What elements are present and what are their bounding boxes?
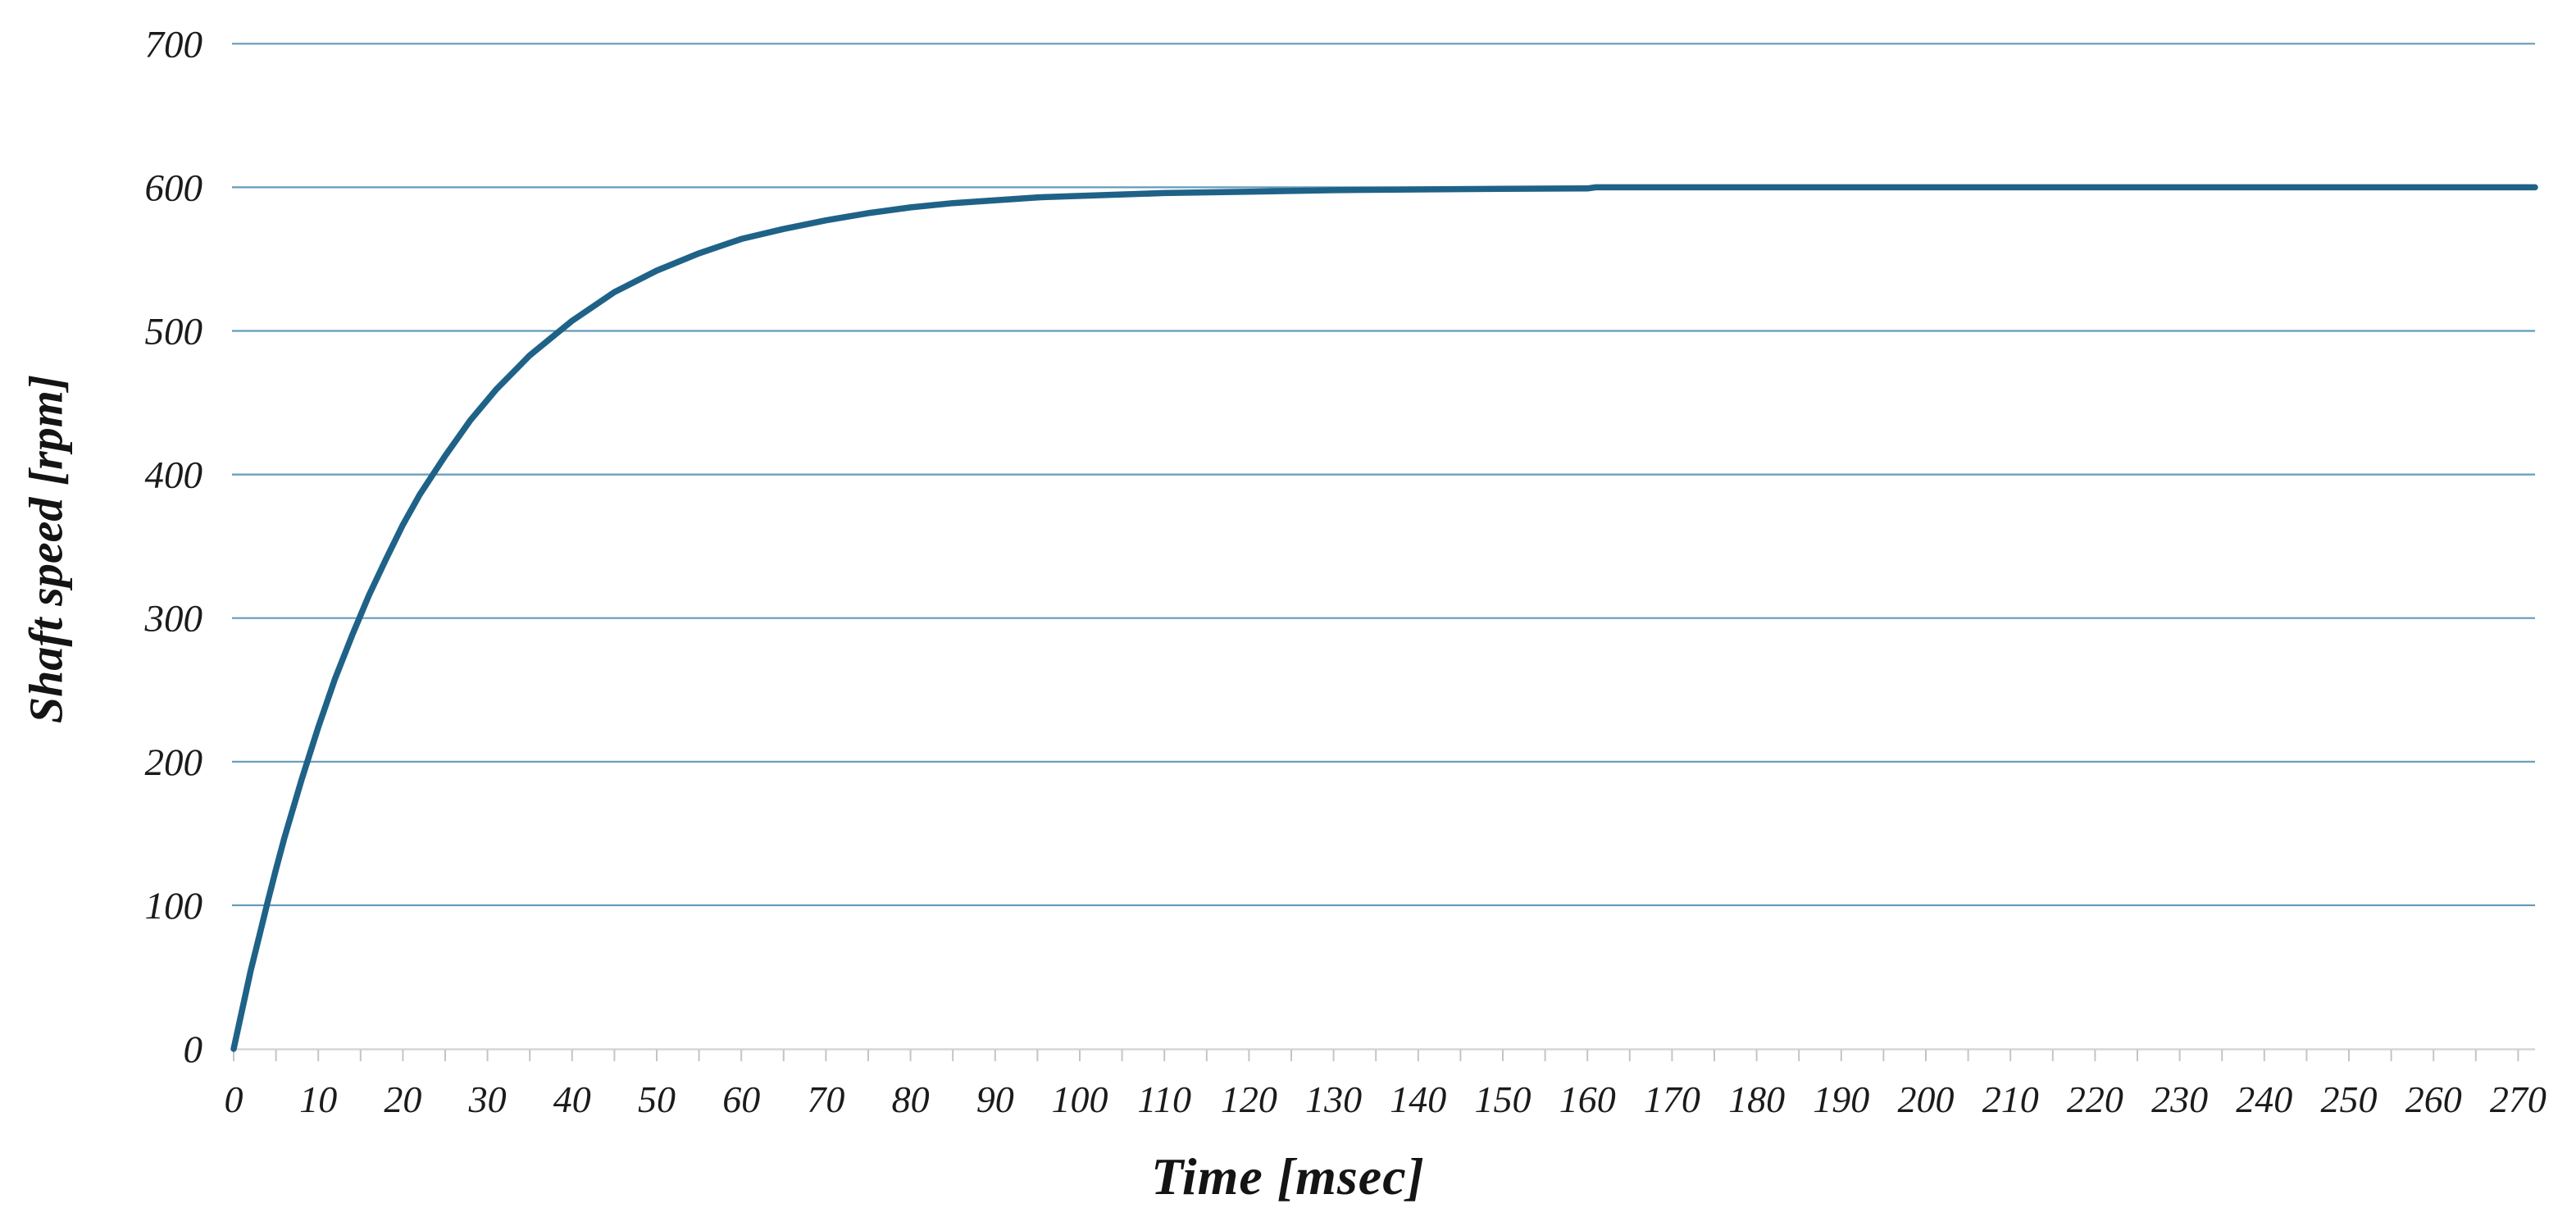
x-tick-label: 190 <box>1813 1078 1869 1120</box>
y-tick-label: 500 <box>145 311 203 353</box>
x-axis-title: Time [msec] <box>1151 1147 1425 1206</box>
x-tick-labels-group: 0 10 20 30 40 50 60 70 80 90 100 110 120 130 140 150 160… <box>225 1078 2546 1120</box>
x-tick-label: 140 <box>1390 1078 1446 1120</box>
y-tick-label: 600 <box>145 166 203 209</box>
x-tick-label: 270 <box>2490 1078 2546 1120</box>
x-tick-label: 250 <box>2321 1078 2378 1120</box>
x-tick-label: 130 <box>1305 1078 1362 1120</box>
y-axis-title: Shaft speed [rpm] <box>19 374 73 724</box>
x-tick-label: 230 <box>2151 1078 2208 1120</box>
x-tick-label: 260 <box>2405 1078 2462 1120</box>
x-tick-label: 80 <box>892 1078 930 1120</box>
x-tick-label: 120 <box>1221 1078 1277 1120</box>
x-tick-label: 0 <box>225 1078 243 1120</box>
x-tick-label: 30 <box>468 1078 507 1120</box>
x-tick-label: 100 <box>1052 1078 1108 1120</box>
x-tick-label: 40 <box>553 1078 591 1120</box>
x-tick-label: 240 <box>2236 1078 2292 1120</box>
y-tick-label: 100 <box>145 885 203 928</box>
x-tick-label: 60 <box>722 1078 760 1120</box>
y-tick-label: 0 <box>184 1028 203 1071</box>
x-tick-label: 160 <box>1559 1078 1616 1120</box>
x-tick-label: 170 <box>1644 1078 1700 1120</box>
y-tick-label: 700 <box>145 23 203 66</box>
y-tick-labels-group: 0 100 200 300 400 500 600 700 <box>144 23 203 1071</box>
x-tick-label: 180 <box>1728 1078 1785 1120</box>
series-group <box>230 184 2538 1052</box>
x-tick-label: 20 <box>384 1078 421 1120</box>
x-tick-label: 50 <box>638 1078 676 1120</box>
gridlines-group <box>232 43 2536 907</box>
x-tick-label: 110 <box>1137 1078 1191 1120</box>
x-tick-label: 150 <box>1475 1078 1531 1120</box>
x-tick-marks-group <box>233 1050 2519 1061</box>
x-tick-label: 70 <box>807 1078 844 1120</box>
x-tick-label: 10 <box>299 1078 337 1120</box>
y-tick-label: 200 <box>145 741 203 784</box>
series-line <box>230 184 2538 1052</box>
y-tick-label: 400 <box>145 454 203 497</box>
x-tick-label: 200 <box>1898 1078 1955 1120</box>
x-tick-label: 90 <box>976 1078 1014 1120</box>
x-tick-label: 220 <box>2067 1078 2123 1120</box>
x-tick-label: 210 <box>1982 1078 2039 1120</box>
y-tick-label: 300 <box>144 598 203 640</box>
